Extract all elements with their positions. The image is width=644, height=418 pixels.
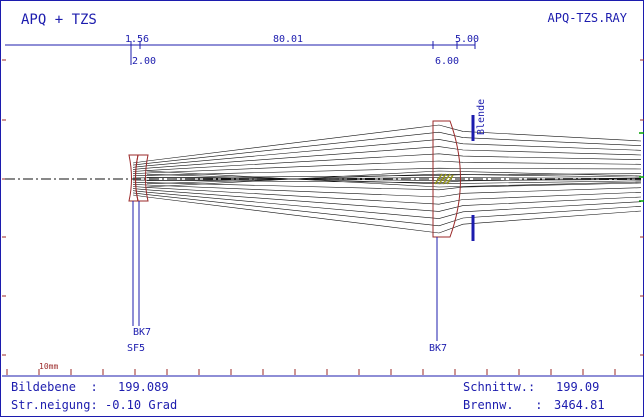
- ray-bundle: [132, 124, 642, 234]
- ray-path: [132, 131, 642, 166]
- image-edge-markers: [639, 132, 644, 202]
- dimension-lens-thickness: 6.00: [435, 56, 459, 67]
- dimension-thickness-1: 1.56: [125, 34, 149, 45]
- file-name: APQ-TZS.RAY: [548, 11, 628, 25]
- right-ruler: [640, 59, 644, 356]
- ray-path: [146, 177, 642, 181]
- focal-length-label: Brennw. :: [463, 398, 542, 412]
- ray-path: [132, 146, 642, 170]
- ray-path: [132, 139, 642, 168]
- dimension-thickness-2: 2.00: [132, 56, 156, 67]
- dimension-air-gap: 80.01: [273, 34, 303, 45]
- ray-path: [146, 170, 642, 188]
- ray-path: [132, 184, 642, 198]
- window-title: APQ + TZS: [21, 12, 97, 28]
- ray-path: [132, 188, 642, 212]
- lens-group-2: [432, 120, 461, 341]
- ray-path: [146, 170, 642, 188]
- ray-tilt-label: Str.neigung:: [11, 398, 98, 412]
- ray-path: [132, 173, 642, 179]
- ray-path: [132, 194, 642, 234]
- back-focus-label: Schnittw.:: [463, 380, 535, 394]
- image-plane-value: 199.089: [118, 380, 169, 394]
- back-focus-value: 199.09: [556, 380, 599, 394]
- lens-group-1: [128, 154, 149, 326]
- glass-label-bk7-2: BK7: [429, 343, 447, 354]
- lens-element-sf5: [135, 154, 149, 202]
- bottom-ruler: [6, 369, 616, 375]
- image-plane-label: Bildebene :: [11, 380, 98, 394]
- left-ruler: [2, 59, 6, 356]
- ray-tilt-value: -0.10 Grad: [105, 398, 177, 412]
- ray-path: [132, 160, 642, 174]
- dimension-stop-distance: 5.00: [455, 34, 479, 45]
- scale-label: 10mm: [39, 362, 58, 371]
- lens-element-bk7-2: [432, 120, 461, 238]
- ray-path: [132, 153, 642, 172]
- ray-path: [132, 192, 642, 227]
- ray-path: [132, 181, 642, 191]
- ray-path: [132, 186, 642, 205]
- ray-path: [132, 190, 642, 219]
- ray-path: [132, 167, 642, 177]
- hatched-region: [434, 173, 454, 185]
- stop-label: Blende: [476, 99, 487, 135]
- glass-label-bk7: BK7: [133, 327, 151, 338]
- ray-path: [132, 124, 642, 164]
- glass-label-sf5: SF5: [127, 343, 145, 354]
- ray-path: [146, 173, 642, 185]
- focal-length-value: 3464.81: [554, 398, 605, 412]
